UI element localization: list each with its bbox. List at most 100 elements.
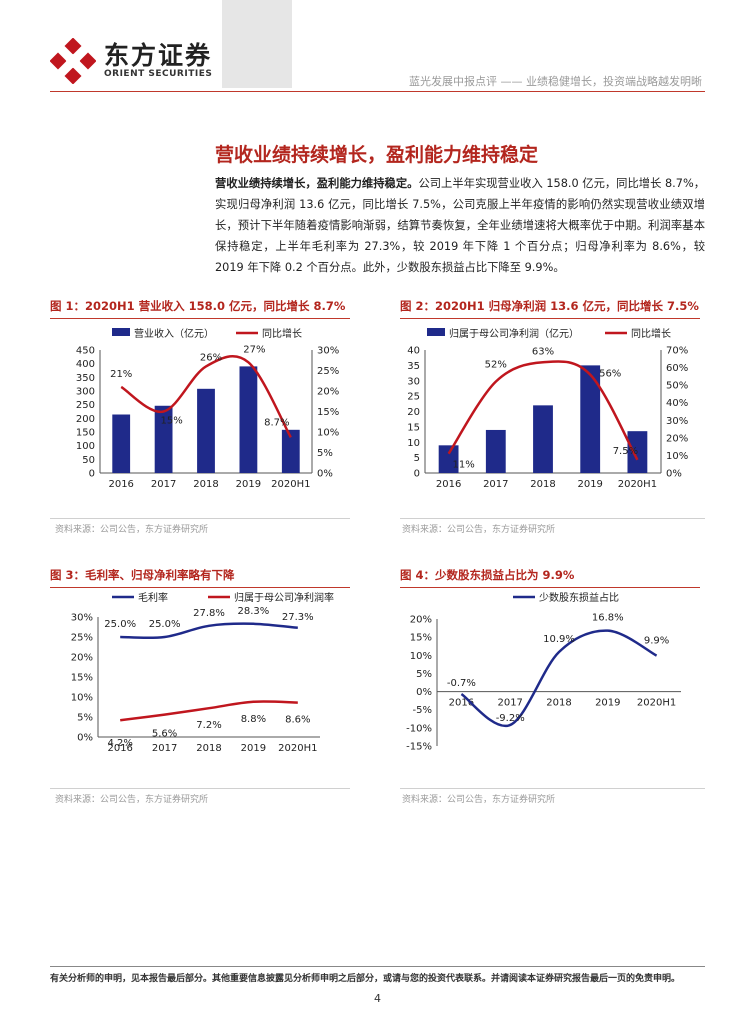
figure-1-source: 资料来源：公司公告，东方证券研究所 xyxy=(55,525,209,535)
orient-logo-icon xyxy=(49,37,97,85)
header-divider xyxy=(50,91,705,92)
section-title: 营收业绩持续增长，盈利能力维持稳定 xyxy=(215,144,539,166)
chart3-ytick-1: 5% xyxy=(77,713,93,724)
chart3-xtick-0: 2016 xyxy=(107,743,132,754)
section-paragraph: 营收业绩持续增长，盈利能力维持稳定。公司上半年实现营业收入 158.0 亿元，同… xyxy=(215,173,705,278)
chart1-ytick-5: 250 xyxy=(76,400,95,411)
chart2-data-label-1: 52% xyxy=(485,360,507,371)
figure-3: 图 3：毛利率、归母净利率略有下降 xyxy=(50,567,350,588)
chart4-ytick-7: 20% xyxy=(410,615,432,626)
chart4-ytick-4: 5% xyxy=(416,669,432,680)
chart3-xtick-4: 2020H1 xyxy=(278,743,317,754)
chart4-ytick-0: -15% xyxy=(406,742,432,753)
chart3-xtick-1: 2017 xyxy=(152,743,177,754)
chart1-y2tick-4: 20% xyxy=(317,387,339,398)
chart1-data-label-2: 26% xyxy=(200,352,222,363)
chart1-ytick-6: 300 xyxy=(76,387,95,398)
chart2-y2tick-7: 70% xyxy=(666,346,688,357)
chart2-ytick-0: 0 xyxy=(414,469,420,480)
chart3-ytick-2: 10% xyxy=(71,693,93,704)
chart2-xtick-2: 2018 xyxy=(530,479,555,490)
chart2-xtick-4: 2020H1 xyxy=(618,479,657,490)
chart2-legend-swatch-0 xyxy=(427,328,445,336)
chart1-bar-3 xyxy=(239,366,258,473)
footer-divider xyxy=(50,966,705,967)
chart4-ytick-5: 10% xyxy=(410,651,432,662)
chart4-series-line-0 xyxy=(460,629,658,728)
chart3-s1-data-label-4: 8.6% xyxy=(285,715,310,726)
chart1-ytick-9: 450 xyxy=(76,346,95,357)
chart2-ytick-2: 10 xyxy=(407,438,420,449)
chart-1: 营业收入（亿元） 同比增长 0 50 100 150 200 250 300 350 400 450 0… xyxy=(76,327,339,490)
chart1-bar-1 xyxy=(154,405,173,473)
chart4-xtick-0: 2016 xyxy=(449,698,474,709)
figure-4-source: 资料来源：公司公告，东方证券研究所 xyxy=(402,795,556,805)
figure-4: 图 4：少数股东损益占比为 9.9% xyxy=(400,567,700,588)
chart4-xtick-4: 2020H1 xyxy=(637,698,676,709)
chart3-s1-data-label-0: 4.2% xyxy=(107,738,132,749)
figure-2-title: 图 2：2020H1 归母净利润 13.6 亿元，同比增长 7.5% xyxy=(400,298,700,319)
chart1-y2tick-1: 5% xyxy=(317,448,333,459)
chart4-xtick-2: 2018 xyxy=(546,698,571,709)
chart1-y2tick-0: 0% xyxy=(317,469,333,480)
chart2-y2tick-1: 10% xyxy=(666,451,688,462)
company-logo: 东方证券 ORIENT SECURITIES xyxy=(49,37,212,85)
chart4-ytick-6: 15% xyxy=(410,633,432,644)
chart2-y2tick-4: 40% xyxy=(666,398,688,409)
chart4-xtick-1: 2017 xyxy=(497,698,522,709)
chart4-ytick-2: -5% xyxy=(413,705,432,716)
chart2-growth-line xyxy=(447,360,639,461)
chart2-y2tick-3: 30% xyxy=(666,416,688,427)
chart3-s0-data-label-2: 27.8% xyxy=(193,608,225,619)
chart2-xtick-3: 2019 xyxy=(577,479,602,490)
chart1-data-label-1: 15% xyxy=(160,416,182,427)
chart1-ytick-0: 0 xyxy=(89,469,95,480)
chart1-growth-line xyxy=(120,354,292,438)
chart2-bar-4 xyxy=(627,431,648,473)
chart1-legend-label-1: 同比增长 xyxy=(262,327,302,340)
chart1-xtick-4: 2020H1 xyxy=(271,479,310,490)
chart2-bar-2 xyxy=(533,405,553,473)
chart4-s0-data-label-0: -0.7% xyxy=(447,678,476,689)
chart1-y2tick-5: 25% xyxy=(317,366,339,377)
chart2-ytick-6: 30 xyxy=(407,376,420,387)
chart2-ytick-1: 5 xyxy=(414,453,420,464)
chart1-ytick-1: 50 xyxy=(82,455,95,466)
chart2-bar-3 xyxy=(580,365,601,473)
chart4-s0-data-label-3: 16.8% xyxy=(592,613,624,624)
chart3-s1-data-label-3: 8.8% xyxy=(241,714,266,725)
chart3-series-line-1 xyxy=(120,700,298,722)
chart3-ytick-4: 20% xyxy=(71,653,93,664)
chart1-legend-swatch-0 xyxy=(112,328,130,336)
footer-disclaimer: 有关分析师的申明，见本报告最后部分。其他重要信息披露见分析师申明之后部分，或请与… xyxy=(50,974,681,984)
chart-2: 归属于母公司净利润（亿元） 同比增长 0 5 10 15 20 25 30 35 40 0% 10% 20… xyxy=(407,327,688,490)
figure-2-source: 资料来源：公司公告，东方证券研究所 xyxy=(402,525,556,535)
chart3-s1-data-label-1: 5.6% xyxy=(152,729,177,740)
chart-3: 毛利率 归属于母公司净利润率 0% 5% 10% 15% 20% 25% 30% 2016 2017… xyxy=(71,591,334,754)
chart-4: 少数股东损益占比 -15% -10% -5% 0% 5% 10% 15% 20% 2016 2017… xyxy=(406,591,681,753)
chart1-bar-2 xyxy=(197,388,215,473)
figure-1: 图 1：2020H1 营业收入 158.0 亿元，同比增长 8.7% xyxy=(50,298,350,319)
chart2-xtick-1: 2017 xyxy=(483,479,508,490)
chart4-legend-label-0: 少数股东损益占比 xyxy=(539,591,619,604)
chart3-s1-data-label-2: 7.2% xyxy=(196,720,221,731)
chart1-ytick-7: 350 xyxy=(76,373,95,384)
chart3-ytick-3: 15% xyxy=(71,673,93,684)
chart3-legend-label-0: 毛利率 xyxy=(138,591,168,604)
chart2-y2tick-5: 50% xyxy=(666,381,688,392)
figure-1-title: 图 1：2020H1 营业收入 158.0 亿元，同比增长 8.7% xyxy=(50,298,350,319)
chart2-data-label-4: 7.5% xyxy=(613,446,638,457)
chart2-y2tick-6: 60% xyxy=(666,363,688,374)
chart2-data-label-3: 56% xyxy=(599,369,621,380)
chart2-bar-1 xyxy=(485,429,506,473)
chart1-y2tick-3: 15% xyxy=(317,407,339,418)
chart4-ytick-3: 0% xyxy=(416,687,432,698)
chart1-y2tick-2: 10% xyxy=(317,428,339,439)
header-gray-band xyxy=(222,0,292,88)
chart2-ytick-3: 15 xyxy=(407,422,420,433)
figure-3-title: 图 3：毛利率、归母净利率略有下降 xyxy=(50,567,350,588)
chart3-xtick-2: 2018 xyxy=(196,743,221,754)
chart1-data-label-0: 21% xyxy=(110,369,132,380)
chart2-ytick-8: 40 xyxy=(407,346,420,357)
chart4-s0-data-label-1: -9.2% xyxy=(496,713,525,724)
